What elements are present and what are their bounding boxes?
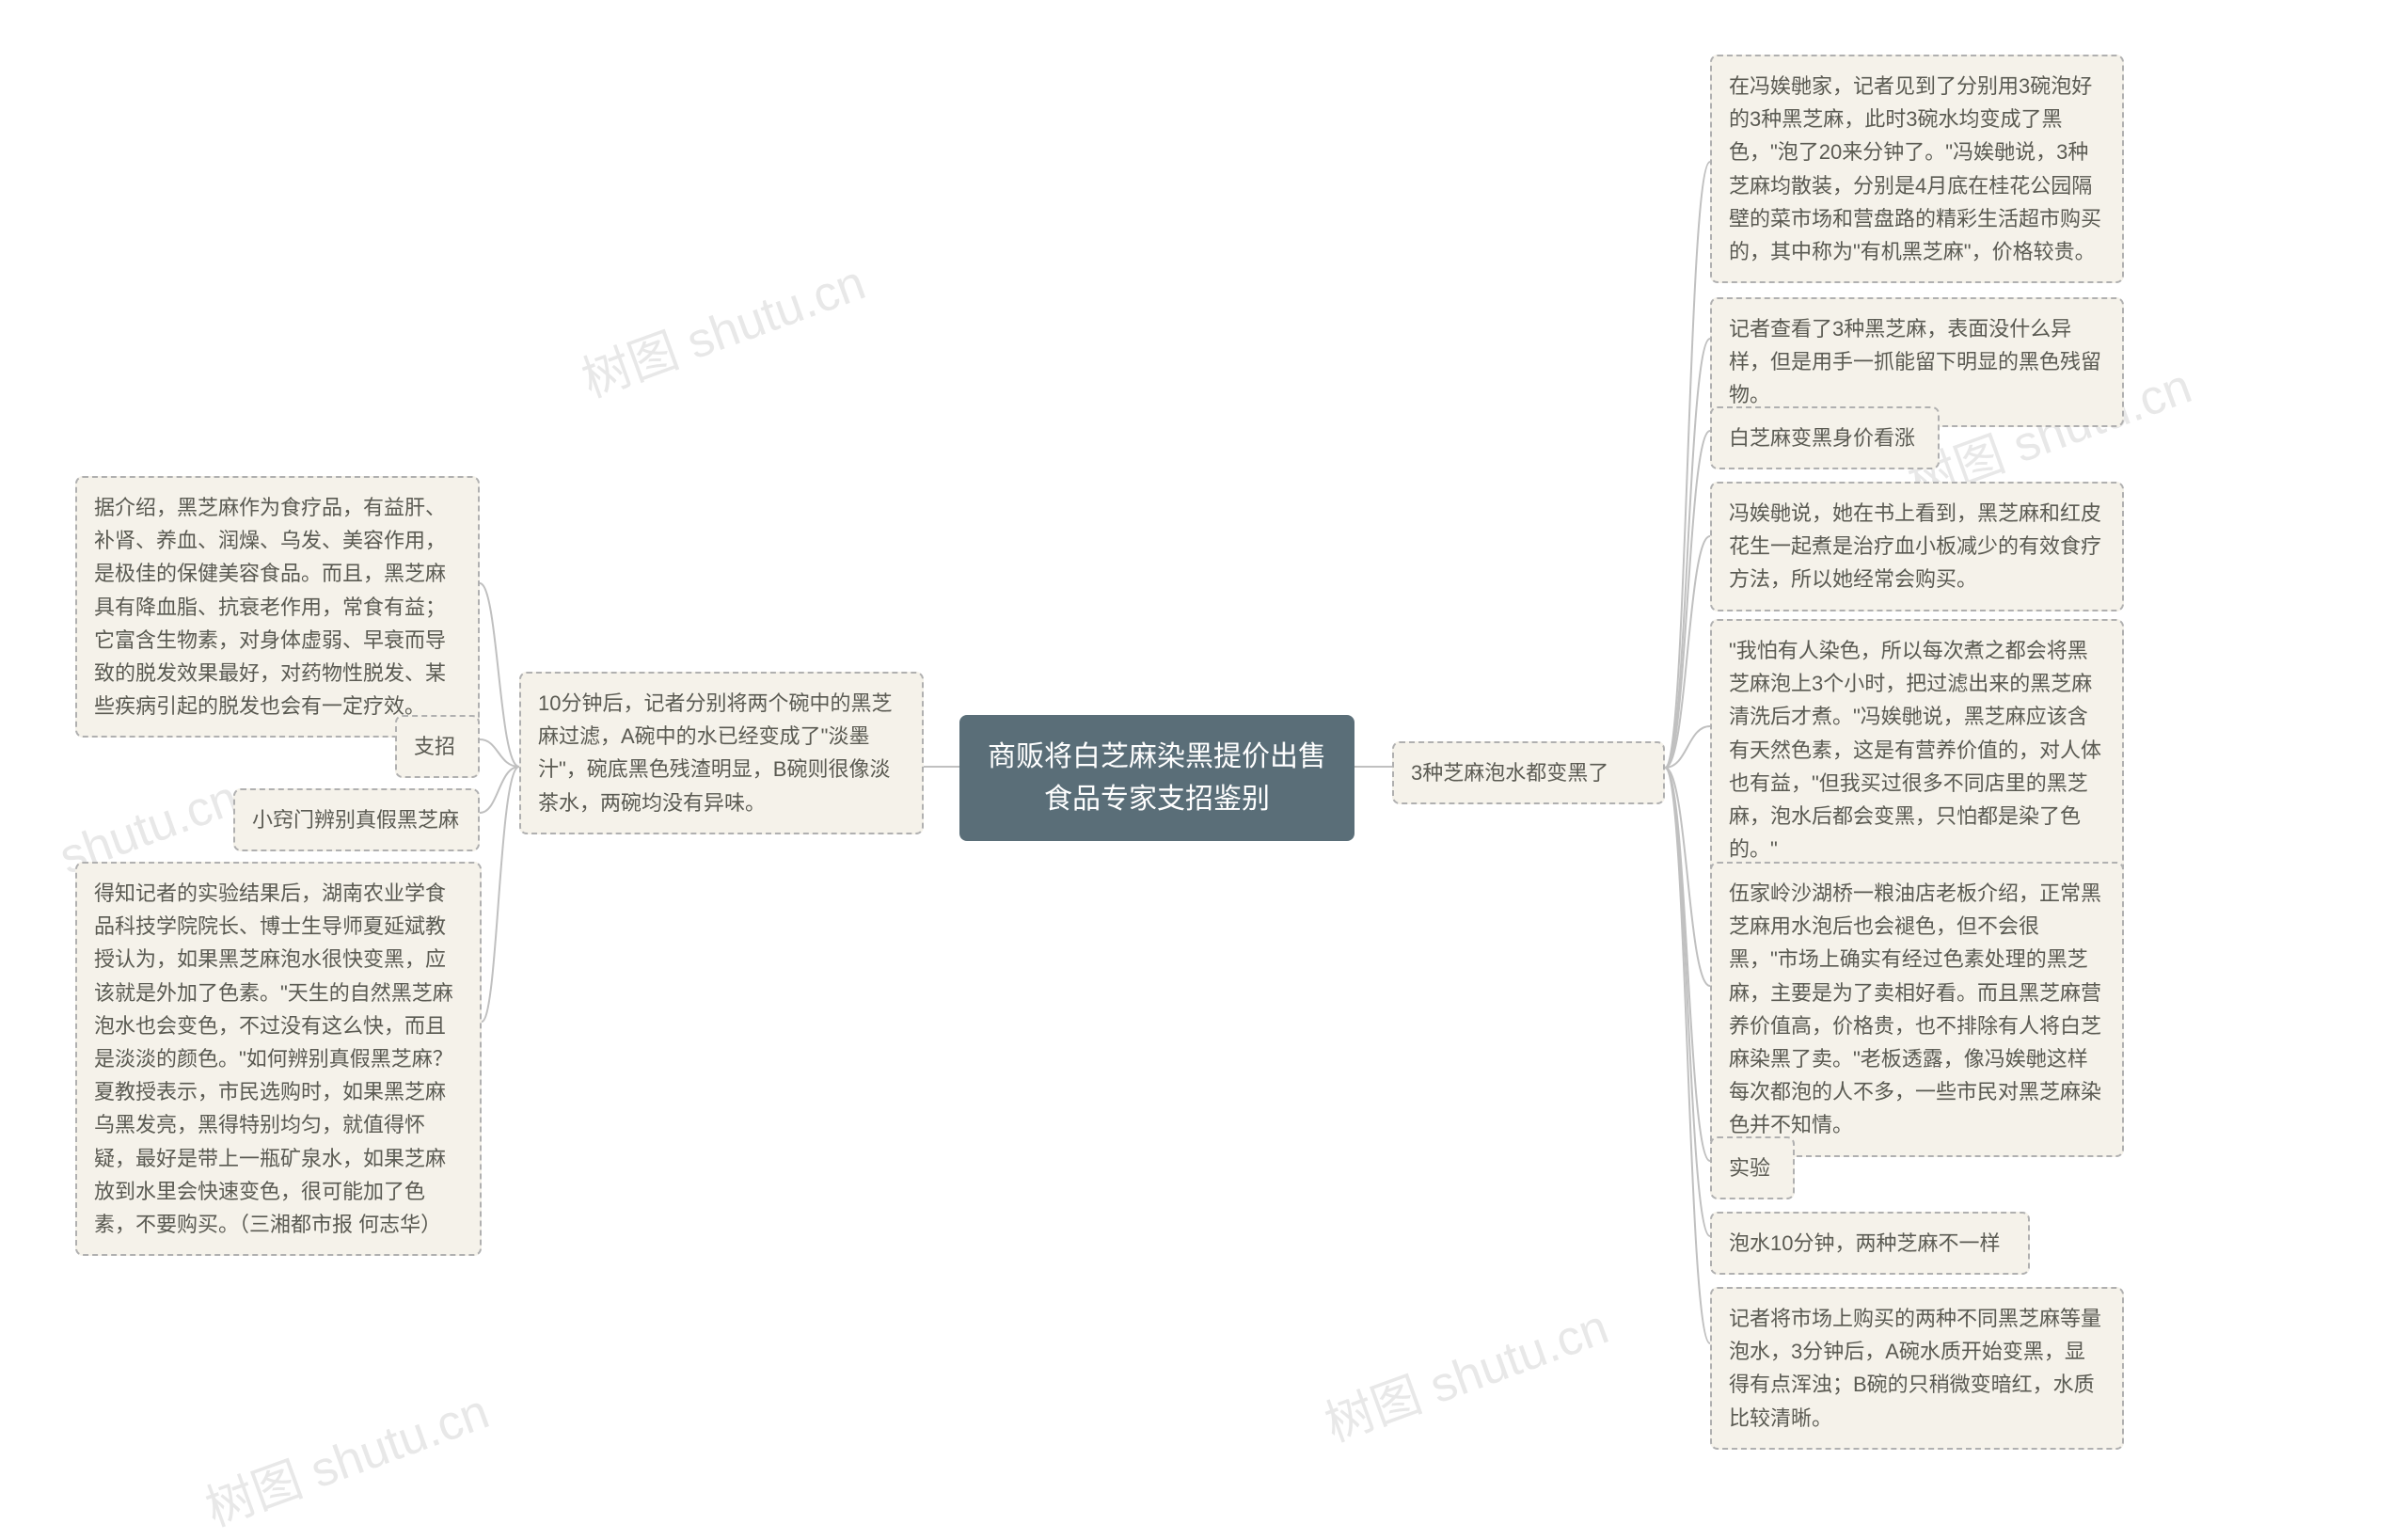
- right-child-node: 记者将市场上购买的两种不同黑芝麻等量泡水，3分钟后，A碗水质开始变黑，显得有点浑…: [1710, 1287, 2124, 1450]
- left-child-node: 得知记者的实验结果后，湖南农业学食品科技学院院长、博士生导师夏延斌教授认为，如果…: [75, 862, 482, 1256]
- left-child-node: 据介绍，黑芝麻作为食疗品，有益肝、补肾、养血、润燥、乌发、美容作用，是极佳的保健…: [75, 476, 480, 738]
- left-child-node: 小窍门辨别真假黑芝麻: [233, 788, 480, 851]
- right-child-node: 在冯娭毑家，记者见到了分别用3碗泡好的3种黑芝麻，此时3碗水均变成了黑色，"泡了…: [1710, 55, 2124, 283]
- right-child-node: 泡水10分钟，两种芝麻不一样: [1710, 1212, 2030, 1275]
- right-child-node: 实验: [1710, 1136, 1795, 1199]
- watermark: 树图 shutu.cn: [195, 1372, 498, 1539]
- left-primary-node: 10分钟后，记者分别将两个碗中的黑芝麻过滤，A碗中的水已经变成了"淡墨汁"，碗底…: [519, 672, 924, 834]
- watermark: 树图 shutu.cn: [1314, 1287, 1617, 1454]
- right-child-node: 伍家岭沙湖桥一粮油店老板介绍，正常黑芝麻用水泡后也会褪色，但不会很黑，"市场上确…: [1710, 862, 2124, 1157]
- watermark: 树图 shutu.cn: [571, 243, 874, 410]
- right-child-node: 冯娭毑说，她在书上看到，黑芝麻和红皮花生一起煮是治疗血小板减少的有效食疗方法，所…: [1710, 482, 2124, 611]
- right-child-node: "我怕有人染色，所以每次煮之都会将黑芝麻泡上3个小时，把过滤出来的黑芝麻清洗后才…: [1710, 619, 2124, 881]
- right-primary-node: 3种芝麻泡水都变黑了: [1392, 741, 1665, 804]
- right-child-node: 白芝麻变黑身价看涨: [1710, 406, 1940, 469]
- left-child-node: 支招: [395, 715, 480, 778]
- root-node: 商贩将白芝麻染黑提价出售 食品专家支招鉴别: [959, 715, 1354, 841]
